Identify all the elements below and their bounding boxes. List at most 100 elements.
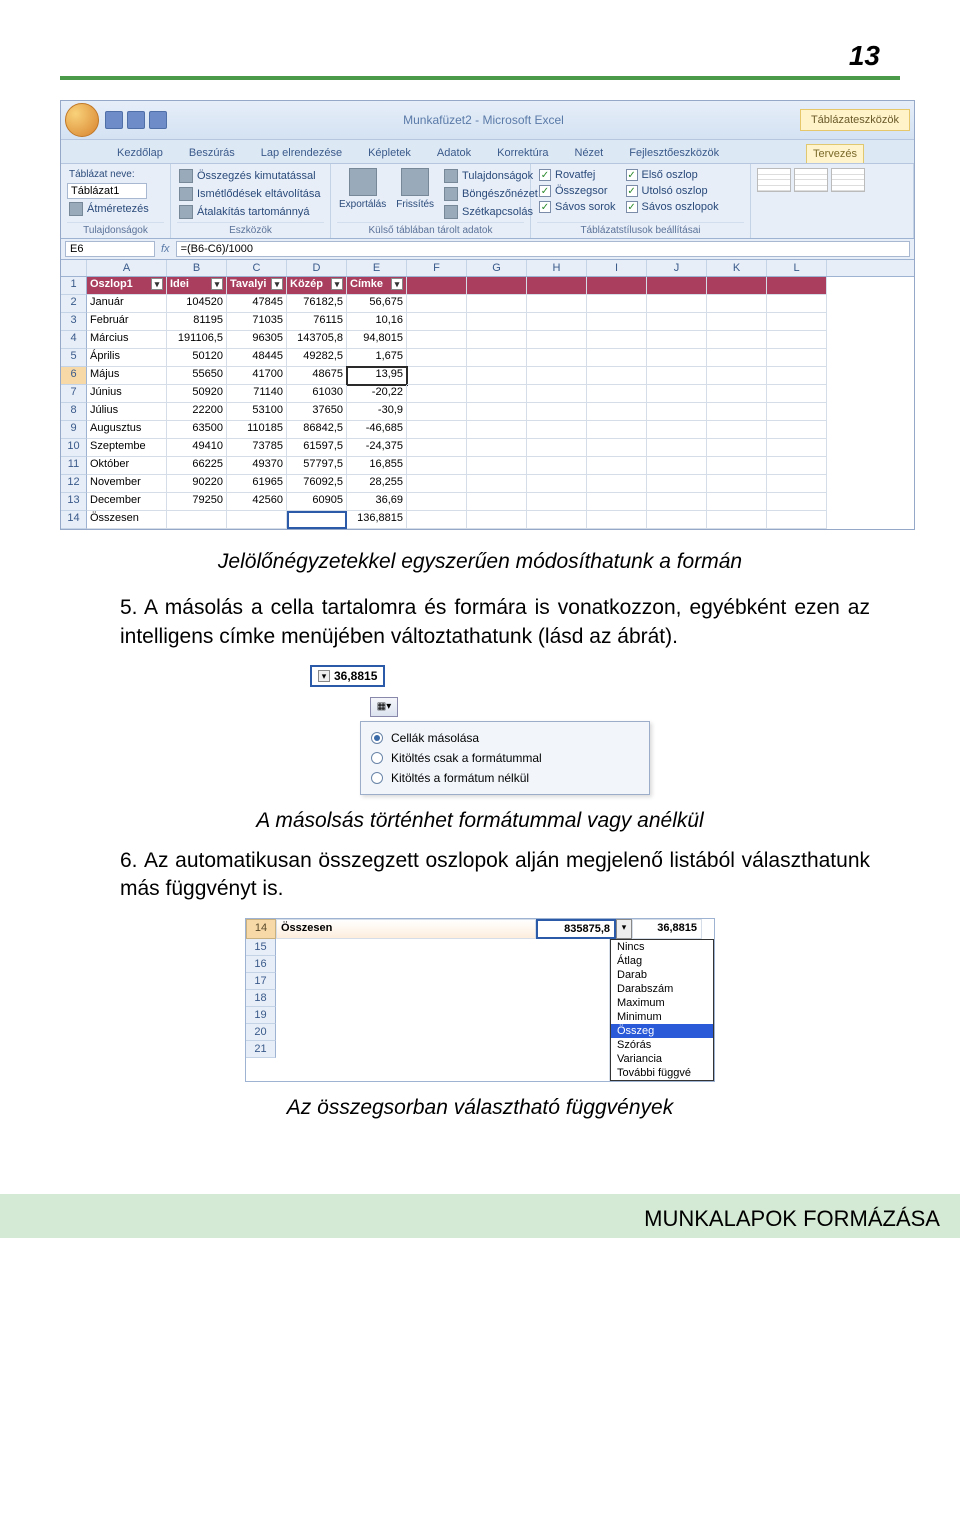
cell[interactable] [407,295,467,313]
row-header[interactable]: 14 [61,511,87,529]
cell[interactable] [467,493,527,511]
cell[interactable] [587,511,647,529]
row-header[interactable]: 4 [61,331,87,349]
cell[interactable] [647,349,707,367]
filter-dropdown-icon[interactable]: ▾ [271,278,283,290]
cell[interactable] [407,349,467,367]
tab-layout[interactable]: Lap elrendezése [255,144,348,163]
cell[interactable] [587,313,647,331]
cell[interactable]: 96305 [227,331,287,349]
smarttag-opt-noformat[interactable]: Kitöltés a formátum nélkül [365,768,645,788]
cell[interactable]: 73785 [227,439,287,457]
smarttag-opt-format[interactable]: Kitöltés csak a formátummal [365,748,645,768]
cell[interactable] [647,367,707,385]
cell[interactable] [467,295,527,313]
cell[interactable] [467,331,527,349]
cell[interactable]: 16,855 [347,457,407,475]
style-thumb[interactable] [831,168,865,192]
cell[interactable]: 79250 [167,493,227,511]
opt-last-col[interactable]: ✓Utolsó oszlop [624,184,721,198]
filter-dropdown-icon[interactable]: ▾ [151,278,163,290]
table-header-cell[interactable]: Közép▾ [287,277,347,295]
cell[interactable] [587,295,647,313]
opt-banded-cols[interactable]: ✓Sávos oszlopok [624,200,721,214]
cell[interactable] [407,367,467,385]
col-header-K[interactable]: K [707,260,767,276]
cell[interactable] [767,367,827,385]
cell[interactable] [407,511,467,529]
cell[interactable]: 76092,5 [287,475,347,493]
cell[interactable] [767,457,827,475]
col-header-H[interactable]: H [527,260,587,276]
col-header-D[interactable]: D [287,260,347,276]
cell[interactable] [227,511,287,529]
tab-design[interactable]: Tervezés [806,144,864,163]
cell[interactable]: 61030 [287,385,347,403]
cell[interactable] [467,439,527,457]
cell[interactable] [467,367,527,385]
cell[interactable] [467,511,527,529]
filter-dropdown-icon[interactable]: ▾ [331,278,343,290]
cell[interactable] [647,457,707,475]
worksheet-grid[interactable]: ABCDEFGHIJKL 1Oszlop1▾Idei▾Tavalyi▾Közép… [61,260,914,529]
cell[interactable]: 49370 [227,457,287,475]
col-header-G[interactable]: G [467,260,527,276]
function-option[interactable]: Minimum [611,1010,713,1024]
cell[interactable] [527,439,587,457]
table-name-input[interactable] [67,183,147,199]
col-header-E[interactable]: E [347,260,407,276]
cell[interactable] [527,385,587,403]
row-header[interactable]: 18 [246,990,276,1007]
cell[interactable]: 143705,8 [287,331,347,349]
row-header[interactable]: 17 [246,973,276,990]
cell[interactable]: 81195 [167,313,227,331]
style-thumb[interactable] [757,168,791,192]
cell[interactable] [587,331,647,349]
name-box[interactable]: E6 [65,241,155,257]
cell[interactable] [407,385,467,403]
row-header[interactable]: 19 [246,1007,276,1024]
cell[interactable] [647,385,707,403]
table-styles-gallery[interactable] [757,168,907,236]
cell[interactable]: 56,675 [347,295,407,313]
function-option[interactable]: Nincs [611,940,713,954]
tab-developer[interactable]: Fejlesztőeszközök [623,144,725,163]
function-option[interactable]: Átlag [611,954,713,968]
function-option[interactable]: Darabszám [611,982,713,996]
qat-save-icon[interactable] [105,111,123,129]
cell[interactable]: Június [87,385,167,403]
cell[interactable]: -20,22 [347,385,407,403]
table-header-cell[interactable]: Tavalyi▾ [227,277,287,295]
cell[interactable] [587,421,647,439]
cell[interactable]: 47845 [227,295,287,313]
cell[interactable]: -30,9 [347,403,407,421]
cell[interactable] [647,511,707,529]
cell[interactable]: 66225 [167,457,227,475]
table-header-cell[interactable]: Oszlop1▾ [87,277,167,295]
export-icon[interactable] [349,168,377,196]
col-header-I[interactable]: I [587,260,647,276]
cell[interactable] [467,403,527,421]
cell[interactable] [707,385,767,403]
remove-dup-button[interactable]: Ismétlődések eltávolítása [177,186,323,202]
cell[interactable]: 28,255 [347,475,407,493]
row-header[interactable]: 6 [61,367,87,385]
function-option[interactable]: Variancia [611,1052,713,1066]
function-option[interactable]: További függvé [611,1066,713,1080]
col-header-B[interactable]: B [167,260,227,276]
cell[interactable] [407,493,467,511]
cell[interactable] [587,439,647,457]
row-header[interactable]: 20 [246,1024,276,1041]
cell[interactable] [287,511,347,529]
cell[interactable] [647,475,707,493]
cell[interactable] [467,421,527,439]
cell[interactable] [587,385,647,403]
cell[interactable]: 136,8815 [347,511,407,529]
cell[interactable] [527,367,587,385]
cell[interactable]: 60905 [287,493,347,511]
cell[interactable] [767,475,827,493]
cell[interactable]: 61597,5 [287,439,347,457]
col-header-F[interactable]: F [407,260,467,276]
row-header[interactable]: 15 [246,939,276,956]
cell[interactable] [767,439,827,457]
